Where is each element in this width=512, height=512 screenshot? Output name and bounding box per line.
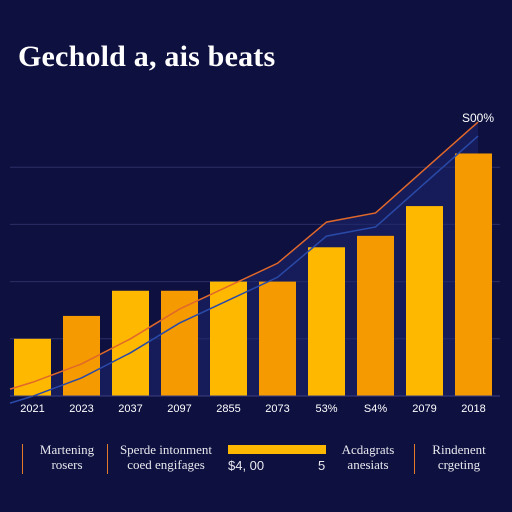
legend-item-4: Rindenent crgeting (432, 442, 486, 472)
x-tick-label: 2023 (69, 403, 93, 415)
legend-separator (22, 444, 23, 474)
bar (210, 281, 247, 396)
x-tick-label: 53% (315, 403, 337, 415)
legend-swatch (228, 445, 326, 454)
x-tick-label: 2855 (216, 403, 240, 415)
bar (455, 153, 492, 396)
x-tick-label: 2073 (265, 403, 289, 415)
legend-separator (107, 444, 108, 474)
bar (308, 247, 345, 396)
x-tick-label: 2079 (412, 403, 436, 415)
legend-separator (414, 444, 415, 474)
legend-price: $4, 00 5 (228, 458, 326, 473)
bar (161, 290, 198, 396)
legend-item-2: Sperde intonment coed engifages (119, 442, 213, 472)
bar (357, 235, 394, 396)
trend-label: S00% (462, 111, 494, 125)
x-tick-labels: 2021 2023 2037 2097 2855 2073 53% S4% 2079 2018 (20, 403, 485, 415)
trend-line (9, 121, 479, 390)
bar (406, 206, 443, 396)
bar (112, 290, 149, 396)
bar (14, 338, 51, 396)
legend-item-3: Acdagrats anesiats (341, 442, 395, 472)
x-tick-label: 2097 (167, 403, 191, 415)
bar (259, 281, 296, 396)
bar (63, 315, 100, 396)
x-tick-label: 2018 (461, 403, 485, 415)
trend-line-secondary (9, 135, 479, 404)
legend-item-1: Martening rosers (39, 442, 95, 472)
x-tick-label: 2021 (20, 403, 44, 415)
chart-title: Gechold a, ais beats (18, 40, 276, 73)
x-tick-label: 2037 (118, 403, 142, 415)
x-tick-label: S4% (364, 403, 387, 415)
